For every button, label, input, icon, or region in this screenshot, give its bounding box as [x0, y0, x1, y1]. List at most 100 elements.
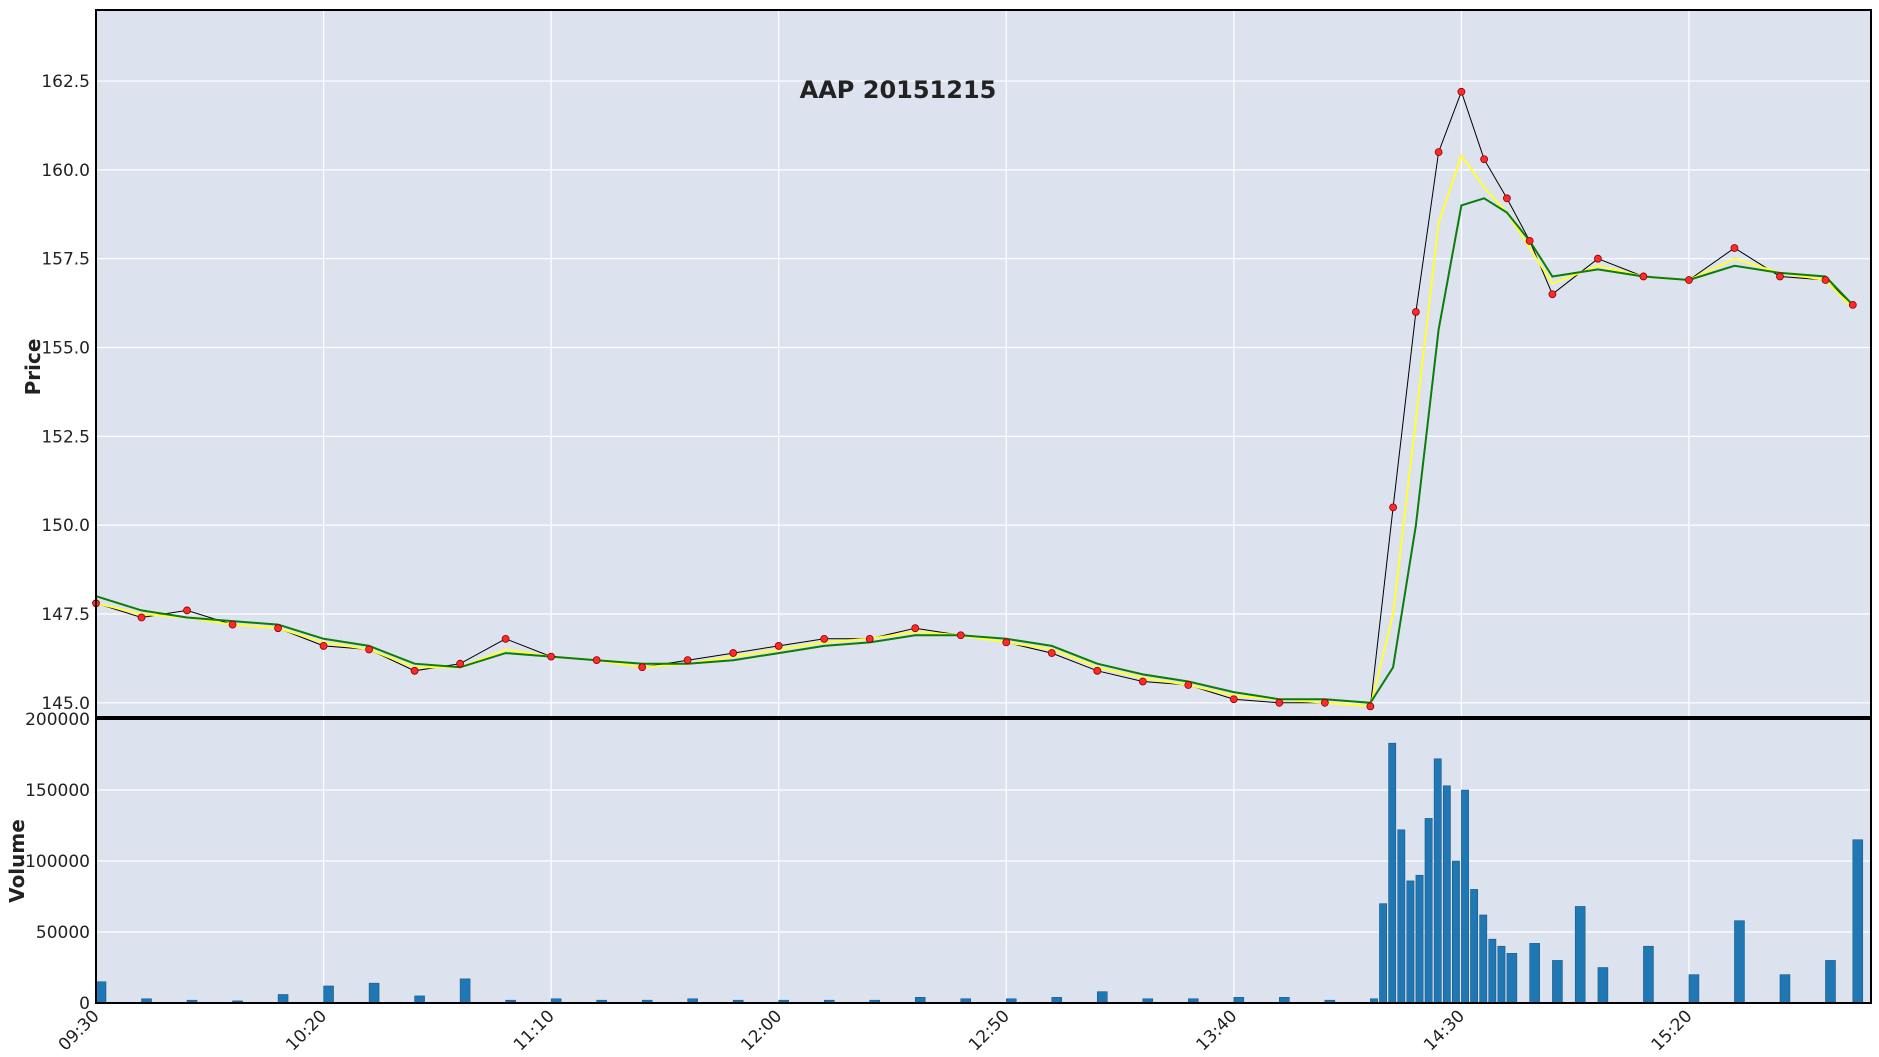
price-y-ticks: 145.0 147.5 150.0 152.5 155.0 157.5 160.0 162.5 — [41, 72, 90, 714]
volume-bar — [1552, 960, 1563, 1004]
volume-bar — [1388, 742, 1397, 1004]
price-y-tick-label: 160.0 — [41, 161, 90, 181]
volume-y-tick-label: 100000 — [25, 852, 90, 872]
price-marker — [1389, 503, 1398, 512]
price-marker — [1525, 237, 1534, 245]
price-marker — [1848, 300, 1857, 309]
price-marker — [1685, 276, 1693, 284]
price-marker — [1320, 698, 1329, 707]
price-marker — [1457, 87, 1466, 96]
volume-bar — [1461, 789, 1469, 1004]
volume-bar — [1424, 818, 1433, 1004]
price-marker — [956, 631, 965, 640]
volume-panel-frame — [95, 718, 1872, 1004]
price-y-tick-label: 145.0 — [41, 694, 90, 714]
price-marker — [501, 634, 510, 643]
price-marker — [1184, 681, 1193, 689]
volume-bar — [1497, 945, 1506, 1004]
volume-bar — [1479, 914, 1488, 1004]
price-panel-background — [96, 10, 1871, 717]
price-marker — [456, 659, 465, 668]
volume-bar — [1506, 953, 1518, 1004]
price-markers — [92, 87, 1857, 711]
volume-bars — [95, 742, 1864, 1004]
price-y-tick-label: 150.0 — [41, 516, 90, 536]
price-marker — [592, 656, 601, 665]
price-marker — [365, 645, 373, 654]
price-marker — [1502, 194, 1511, 203]
price-axis-label: Price — [21, 339, 45, 396]
price-marker — [183, 606, 191, 615]
price-marker — [274, 624, 282, 633]
price-y-tick-label: 157.5 — [41, 250, 90, 270]
price-y-tick-label: 162.5 — [41, 72, 90, 92]
volume-bar — [1452, 860, 1460, 1004]
volume-bar — [1643, 945, 1654, 1004]
volume-y-tick-label: 200000 — [25, 710, 90, 730]
price-marker — [774, 642, 783, 650]
series-line-price — [95, 90, 1854, 707]
volume-bar — [95, 981, 107, 1004]
price-marker — [1434, 148, 1443, 157]
volume-bar — [1597, 967, 1609, 1004]
series-line-ma-long — [95, 197, 1854, 704]
volume-bar — [1688, 974, 1700, 1004]
price-lines — [95, 90, 1854, 708]
price-marker — [1776, 272, 1784, 281]
price-marker — [1366, 702, 1375, 711]
volume-bar — [368, 982, 380, 1004]
volume-bar — [1574, 906, 1586, 1004]
price-marker — [1047, 649, 1056, 657]
price-y-tick-label: 155.0 — [41, 339, 90, 359]
series-line-ma-short — [95, 153, 1854, 708]
volume-bar — [459, 978, 471, 1004]
volume-y-ticks: 0 50000 100000 150000 200000 — [25, 710, 90, 1014]
price-marker — [228, 620, 237, 629]
price-y-tick-label: 152.5 — [41, 427, 90, 447]
price-marker — [1639, 272, 1648, 281]
price-marker — [410, 666, 419, 675]
price-marker — [911, 624, 920, 633]
price-marker — [683, 656, 692, 665]
price-marker — [1480, 155, 1489, 164]
volume-bar — [1529, 943, 1540, 1004]
volume-bar — [1433, 758, 1442, 1004]
price-marker — [137, 613, 146, 622]
volume-bar — [1734, 920, 1745, 1004]
price-marker — [1730, 244, 1739, 252]
price-marker — [1138, 677, 1147, 686]
chart-title: AAP 20151215 — [800, 76, 997, 104]
volume-y-tick-label: 50000 — [36, 923, 90, 943]
volume-bar — [277, 994, 289, 1004]
price-marker — [729, 649, 738, 657]
price-marker — [865, 634, 874, 643]
price-marker — [638, 663, 647, 672]
volume-bar — [1379, 903, 1387, 1004]
volume-bar — [1097, 991, 1108, 1004]
price-marker — [1548, 290, 1557, 299]
price-y-tick-label: 147.5 — [41, 605, 90, 625]
price-marker — [1002, 638, 1011, 647]
price-marker — [319, 642, 328, 650]
price-marker — [1093, 666, 1102, 675]
volume-bar — [414, 995, 425, 1004]
volume-bar — [323, 985, 334, 1004]
price-marker — [1411, 308, 1420, 316]
volume-y-tick-label: 150000 — [25, 781, 90, 801]
volume-bar — [1397, 829, 1406, 1004]
price-marker — [1821, 276, 1830, 284]
price-panel-frame — [95, 9, 1872, 718]
price-marker — [820, 634, 829, 643]
volume-axis-label: Volume — [5, 819, 29, 903]
volume-bar — [1442, 785, 1451, 1004]
volume-bar — [1406, 880, 1415, 1004]
price-marker — [1275, 698, 1284, 707]
price-marker — [1594, 254, 1602, 263]
price-marker — [547, 652, 556, 661]
volume-bar — [1415, 874, 1424, 1004]
volume-bar — [1488, 938, 1497, 1004]
volume-bar — [1779, 974, 1791, 1004]
volume-bar — [1825, 960, 1836, 1004]
volume-y-tick-label: 0 — [79, 994, 90, 1014]
